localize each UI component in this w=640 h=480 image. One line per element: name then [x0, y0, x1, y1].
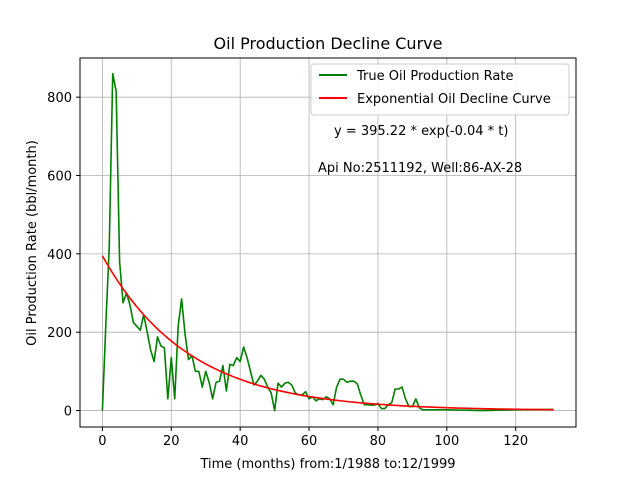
- ticks: 0 20 40 60 80 100 120 0 200 400 600 800: [47, 91, 528, 449]
- x-tick-label: 0: [98, 434, 106, 449]
- exponential-fit-line: [101, 255, 554, 411]
- legend-label-fit: Exponential Oil Decline Curve: [357, 92, 551, 107]
- y-tick-label: 0: [64, 405, 72, 420]
- grid-lines: [80, 58, 576, 427]
- series-layer: [101, 72, 554, 412]
- legend: True Oil Production Rate Exponential Oil…: [310, 63, 570, 116]
- axes-frame: [79, 57, 577, 428]
- x-tick-label: 20: [163, 434, 180, 449]
- legend-box: [310, 63, 570, 116]
- y-tick-label: 600: [47, 170, 72, 185]
- well-info-annotation: Api No:2511192, Well:86-AX-28: [318, 161, 522, 176]
- true-production-line: [101, 72, 554, 412]
- x-tick-label: 80: [370, 434, 387, 449]
- y-tick-label: 200: [47, 326, 72, 341]
- y-axis-label: Oil Production Rate (bbl/month): [25, 140, 40, 346]
- x-tick-label: 100: [434, 434, 459, 449]
- fit-equation-annotation: y = 395.22 * exp(-0.04 * t): [334, 124, 508, 139]
- y-tick-label: 800: [47, 91, 72, 106]
- x-tick-label: 120: [503, 434, 528, 449]
- legend-label-true: True Oil Production Rate: [356, 69, 513, 84]
- x-tick-label: 40: [232, 434, 249, 449]
- chart-title: Oil Production Decline Curve: [214, 34, 443, 53]
- x-tick-label: 60: [301, 434, 318, 449]
- x-axis-label: Time (months) from:1/1988 to:12/1999: [199, 457, 455, 472]
- y-tick-label: 400: [47, 248, 72, 263]
